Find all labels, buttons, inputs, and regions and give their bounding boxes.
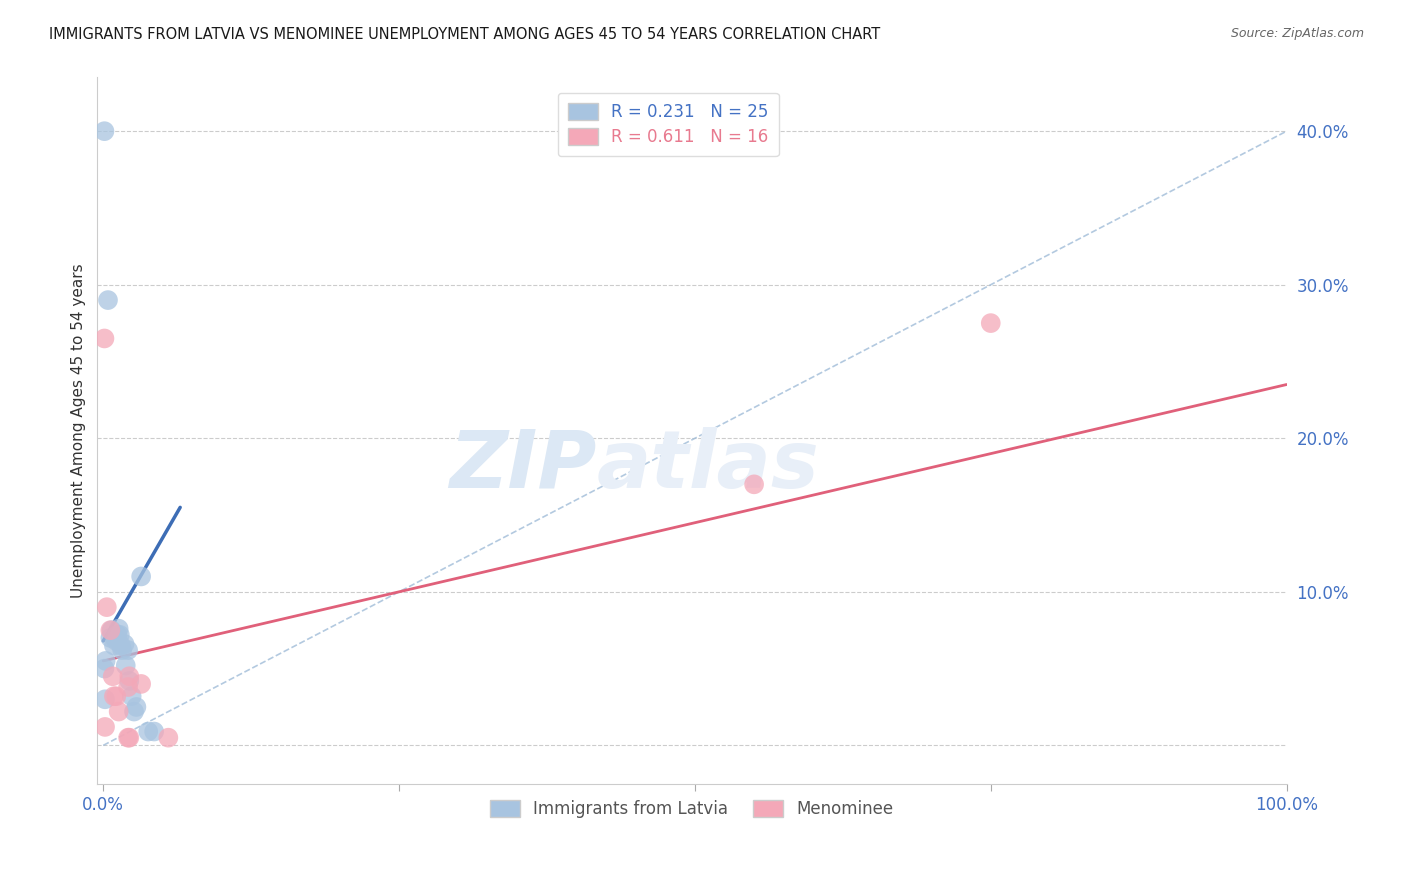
Point <box>100 623 122 637</box>
Point <box>111 643 134 657</box>
Point <box>107 622 129 636</box>
Text: atlas: atlas <box>596 427 820 505</box>
Point <box>94 720 117 734</box>
Point <box>114 637 136 651</box>
Point <box>118 669 141 683</box>
Point <box>118 673 141 688</box>
Point <box>121 690 143 704</box>
Point <box>103 690 125 704</box>
Point <box>93 124 115 138</box>
Point <box>129 569 152 583</box>
Point <box>105 690 128 704</box>
Point <box>143 724 166 739</box>
Point <box>96 600 118 615</box>
Point <box>117 643 139 657</box>
Point <box>94 654 117 668</box>
Legend: Immigrants from Latvia, Menominee: Immigrants from Latvia, Menominee <box>484 793 900 825</box>
Point <box>98 623 121 637</box>
Point <box>103 639 125 653</box>
Text: Source: ZipAtlas.com: Source: ZipAtlas.com <box>1230 27 1364 40</box>
Point <box>110 639 132 653</box>
Point <box>105 634 128 648</box>
Text: IMMIGRANTS FROM LATVIA VS MENOMINEE UNEMPLOYMENT AMONG AGES 45 TO 54 YEARS CORRE: IMMIGRANTS FROM LATVIA VS MENOMINEE UNEM… <box>49 27 880 42</box>
Point <box>122 705 145 719</box>
Point <box>114 658 136 673</box>
Point <box>97 293 120 307</box>
Point <box>136 724 159 739</box>
Point <box>117 731 139 745</box>
Point <box>118 731 141 745</box>
Point <box>98 631 121 645</box>
Point <box>742 477 765 491</box>
Point <box>107 705 129 719</box>
Y-axis label: Unemployment Among Ages 45 to 54 years: Unemployment Among Ages 45 to 54 years <box>72 263 86 598</box>
Point <box>157 731 180 745</box>
Point <box>104 631 127 645</box>
Point <box>129 677 152 691</box>
Point <box>980 316 1002 330</box>
Point <box>93 331 115 345</box>
Point <box>108 628 131 642</box>
Point <box>117 680 139 694</box>
Text: ZIP: ZIP <box>450 427 596 505</box>
Point <box>101 669 124 683</box>
Point <box>125 700 148 714</box>
Point <box>107 628 129 642</box>
Point <box>93 662 115 676</box>
Point <box>94 692 117 706</box>
